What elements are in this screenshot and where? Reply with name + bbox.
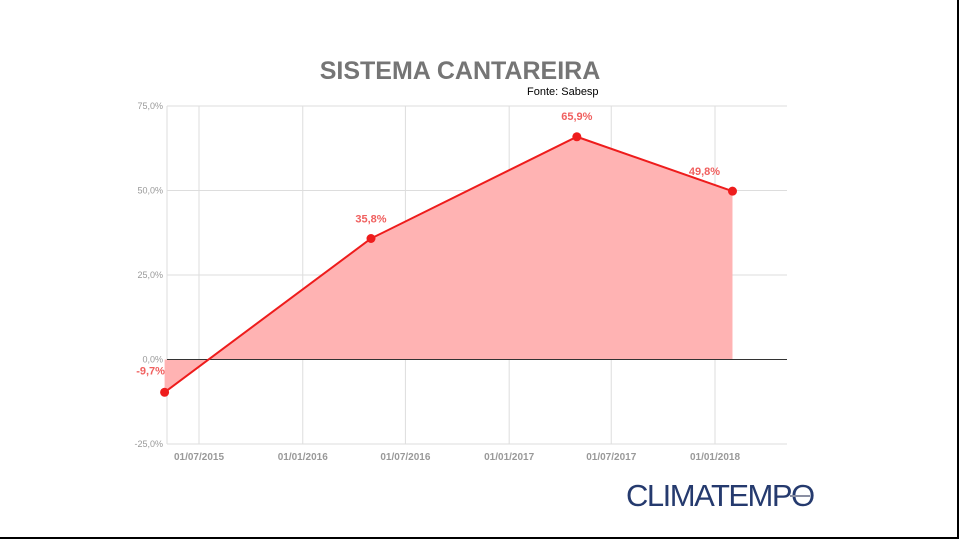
x-tick-label: 01/01/2016 [278, 452, 328, 463]
y-tick-label: 75,0% [137, 101, 163, 111]
data-label: -9,7% [136, 365, 165, 377]
y-tick-label: 25,0% [137, 270, 163, 280]
data-label: 35,8% [355, 213, 386, 225]
x-tick-label: 01/07/2017 [586, 452, 636, 463]
y-tick-label: 50,0% [137, 186, 163, 196]
chart-title: SISTEMA CANTAREIRA [319, 57, 601, 85]
data-point [572, 132, 582, 142]
data-point [160, 387, 170, 397]
data-label: 49,8% [689, 166, 720, 178]
x-tick-label: 01/07/2016 [380, 452, 430, 463]
data-point [727, 186, 737, 196]
data-label: 65,9% [561, 111, 592, 123]
series-area [164, 136, 733, 393]
area-layer [164, 136, 733, 393]
y-tick-label: 0,0% [142, 355, 163, 365]
axis-layer: 75,0% 50,0% 25,0% 0,0% -25,0% 01/07/2015 01/01… [134, 101, 787, 463]
x-tick-label: 01/01/2017 [484, 452, 534, 463]
logo-tail [790, 495, 810, 497]
x-tick-label: 01/01/2018 [690, 452, 740, 463]
data-point [366, 233, 376, 243]
climatempo-logo: CLIMATEMPO [626, 478, 815, 513]
x-tick-label: 01/07/2015 [174, 452, 224, 463]
y-tick-label: -25,0% [134, 439, 163, 449]
series-line [164, 135, 733, 394]
chart-source: Fonte: Sabesp [527, 86, 599, 98]
marks-layer: -9,7% 35,8% 65,9% 49,8% [136, 111, 737, 397]
